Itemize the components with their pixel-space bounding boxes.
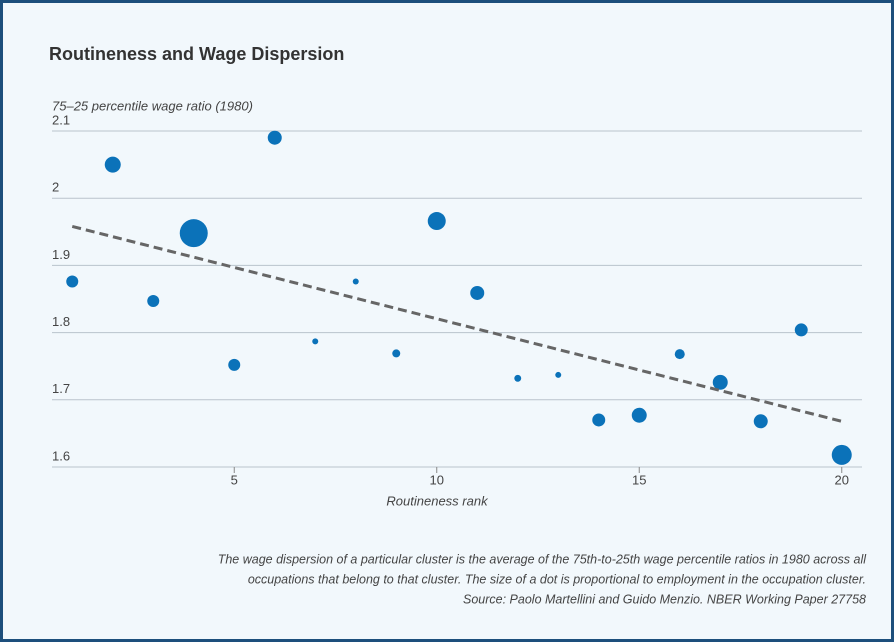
trend-line [71,224,843,423]
x-tick-label: 15 [632,472,646,487]
dot [147,295,160,308]
dot [753,414,768,429]
y-tick-label: 1.7 [52,381,70,396]
dot [712,374,728,390]
caption: The wage dispersion of a particular clus… [218,552,868,566]
dot [514,374,522,382]
y-tick-label: 2.1 [52,112,70,127]
y-tick-label: 1.9 [52,247,70,262]
dot [179,219,208,248]
y-tick-label: 1.8 [52,314,70,329]
dot [555,371,562,378]
dot [470,285,485,300]
dot [267,130,282,145]
dot [104,156,121,173]
dot [592,413,606,427]
y-tick-label: 1.6 [52,448,70,463]
dot [831,444,852,465]
dot [674,349,685,360]
x-tick-label: 5 [231,472,238,487]
y-tick-label: 2 [52,180,59,195]
dot [427,212,446,231]
dot [392,349,401,358]
y-axis-label: 75–25 percentile wage ratio (1980) [52,98,253,113]
x-tick-label: 10 [430,472,444,487]
dot [794,323,808,337]
x-axis-label: Routineness rank [386,493,489,508]
chart-title: Routineness and Wage Dispersion [49,44,344,64]
dot [312,338,319,345]
dot [631,407,647,423]
caption: occupations that belong to that cluster.… [248,572,866,586]
dot [352,278,359,285]
x-tick-label: 20 [835,472,849,487]
dot [66,275,79,288]
caption: Source: Paolo Martellini and Guido Menzi… [463,592,866,606]
dot [228,358,241,371]
